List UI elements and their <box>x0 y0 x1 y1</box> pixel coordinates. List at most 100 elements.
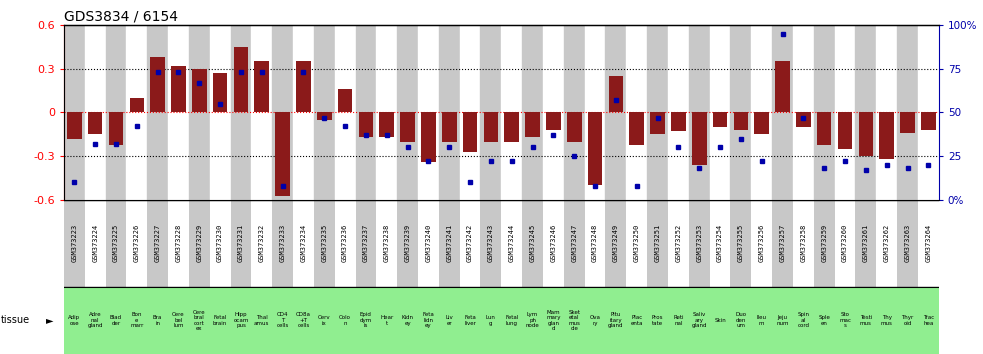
Text: Skin: Skin <box>715 318 725 323</box>
Text: GSM373231: GSM373231 <box>238 224 244 263</box>
Bar <box>876 287 897 354</box>
Text: Saliv
ary
gland: Saliv ary gland <box>691 313 707 328</box>
Text: Sple
en: Sple en <box>818 315 830 326</box>
Bar <box>213 73 227 113</box>
Text: Testi
mus: Testi mus <box>860 315 872 326</box>
Bar <box>900 113 915 133</box>
Bar <box>876 200 897 287</box>
Bar <box>543 287 564 354</box>
Text: Hear
t: Hear t <box>380 315 393 326</box>
Text: CD4
T
cells: CD4 T cells <box>276 313 289 328</box>
Text: Jeju
num: Jeju num <box>777 315 788 326</box>
Bar <box>275 113 290 196</box>
Text: Kidn
ey: Kidn ey <box>402 315 414 326</box>
Bar <box>192 69 206 113</box>
Bar <box>880 113 894 159</box>
Bar <box>564 287 585 354</box>
Bar <box>504 113 519 142</box>
Text: Spin
al
cord: Spin al cord <box>797 313 809 328</box>
Text: Adip
ose: Adip ose <box>68 315 81 326</box>
Bar <box>463 113 478 152</box>
Text: GSM373264: GSM373264 <box>925 224 931 263</box>
Text: Lun
g: Lun g <box>486 315 495 326</box>
Text: GSM373245: GSM373245 <box>530 224 536 263</box>
Text: Plac
enta: Plac enta <box>630 315 643 326</box>
Bar <box>209 25 231 200</box>
Bar <box>647 25 668 200</box>
Bar <box>376 287 397 354</box>
Bar <box>585 200 606 287</box>
Text: GSM373238: GSM373238 <box>383 224 390 263</box>
Bar <box>105 200 127 287</box>
Bar <box>252 287 272 354</box>
Text: Thal
amus: Thal amus <box>254 315 269 326</box>
Bar <box>835 200 855 287</box>
Bar <box>606 200 626 287</box>
Bar <box>814 287 835 354</box>
Bar <box>585 25 606 200</box>
Text: GSM373258: GSM373258 <box>800 224 806 263</box>
Bar <box>564 200 585 287</box>
Bar <box>484 113 498 142</box>
Bar <box>817 113 832 144</box>
Bar <box>876 25 897 200</box>
Bar <box>356 287 376 354</box>
Bar <box>730 287 751 354</box>
Bar <box>105 287 127 354</box>
Bar <box>272 200 293 287</box>
Bar <box>147 25 168 200</box>
Text: Lym
ph
node: Lym ph node <box>526 313 540 328</box>
Bar <box>543 200 564 287</box>
Text: GSM373255: GSM373255 <box>738 224 744 263</box>
Bar <box>793 287 814 354</box>
Bar <box>418 287 438 354</box>
Text: GSM373247: GSM373247 <box>571 224 577 263</box>
Bar <box>460 25 481 200</box>
Bar <box>710 25 730 200</box>
Bar <box>359 113 374 137</box>
Bar <box>547 113 560 130</box>
Text: Pros
tate: Pros tate <box>652 315 664 326</box>
Bar <box>606 25 626 200</box>
Text: Thy
mus: Thy mus <box>881 315 893 326</box>
Bar <box>897 287 918 354</box>
Bar <box>85 25 105 200</box>
Text: GSM373252: GSM373252 <box>675 224 681 263</box>
Bar <box>626 200 647 287</box>
Text: GSM373234: GSM373234 <box>301 224 307 263</box>
Bar <box>231 200 252 287</box>
Bar <box>314 287 334 354</box>
Text: Sto
mac
s: Sto mac s <box>839 313 851 328</box>
Bar <box>522 287 543 354</box>
Bar <box>376 200 397 287</box>
Text: GSM373233: GSM373233 <box>279 224 286 263</box>
Bar <box>501 25 522 200</box>
Bar <box>814 200 835 287</box>
Bar <box>921 113 936 130</box>
Bar <box>626 25 647 200</box>
Bar <box>647 200 668 287</box>
Bar <box>710 200 730 287</box>
Text: GDS3834 / 6154: GDS3834 / 6154 <box>64 10 178 24</box>
Text: tissue: tissue <box>1 315 30 325</box>
Text: CD8a
+T
cells: CD8a +T cells <box>296 313 311 328</box>
Bar <box>481 200 501 287</box>
Text: Feta
lidn
ey: Feta lidn ey <box>423 313 434 328</box>
Bar <box>855 287 876 354</box>
Text: Duo
den
um: Duo den um <box>735 313 746 328</box>
Bar <box>838 113 852 149</box>
Bar <box>814 25 835 200</box>
Text: Ova
ry: Ova ry <box>590 315 601 326</box>
Bar <box>293 25 314 200</box>
Bar <box>189 287 209 354</box>
Bar <box>252 25 272 200</box>
Text: Cerv
ix: Cerv ix <box>318 315 330 326</box>
Text: GSM373228: GSM373228 <box>175 224 182 263</box>
Text: GSM373232: GSM373232 <box>259 224 264 263</box>
Text: GSM373235: GSM373235 <box>321 224 327 263</box>
Bar <box>85 200 105 287</box>
Bar <box>150 57 165 113</box>
Text: GSM373227: GSM373227 <box>154 224 160 263</box>
Bar <box>334 200 356 287</box>
Bar <box>481 25 501 200</box>
